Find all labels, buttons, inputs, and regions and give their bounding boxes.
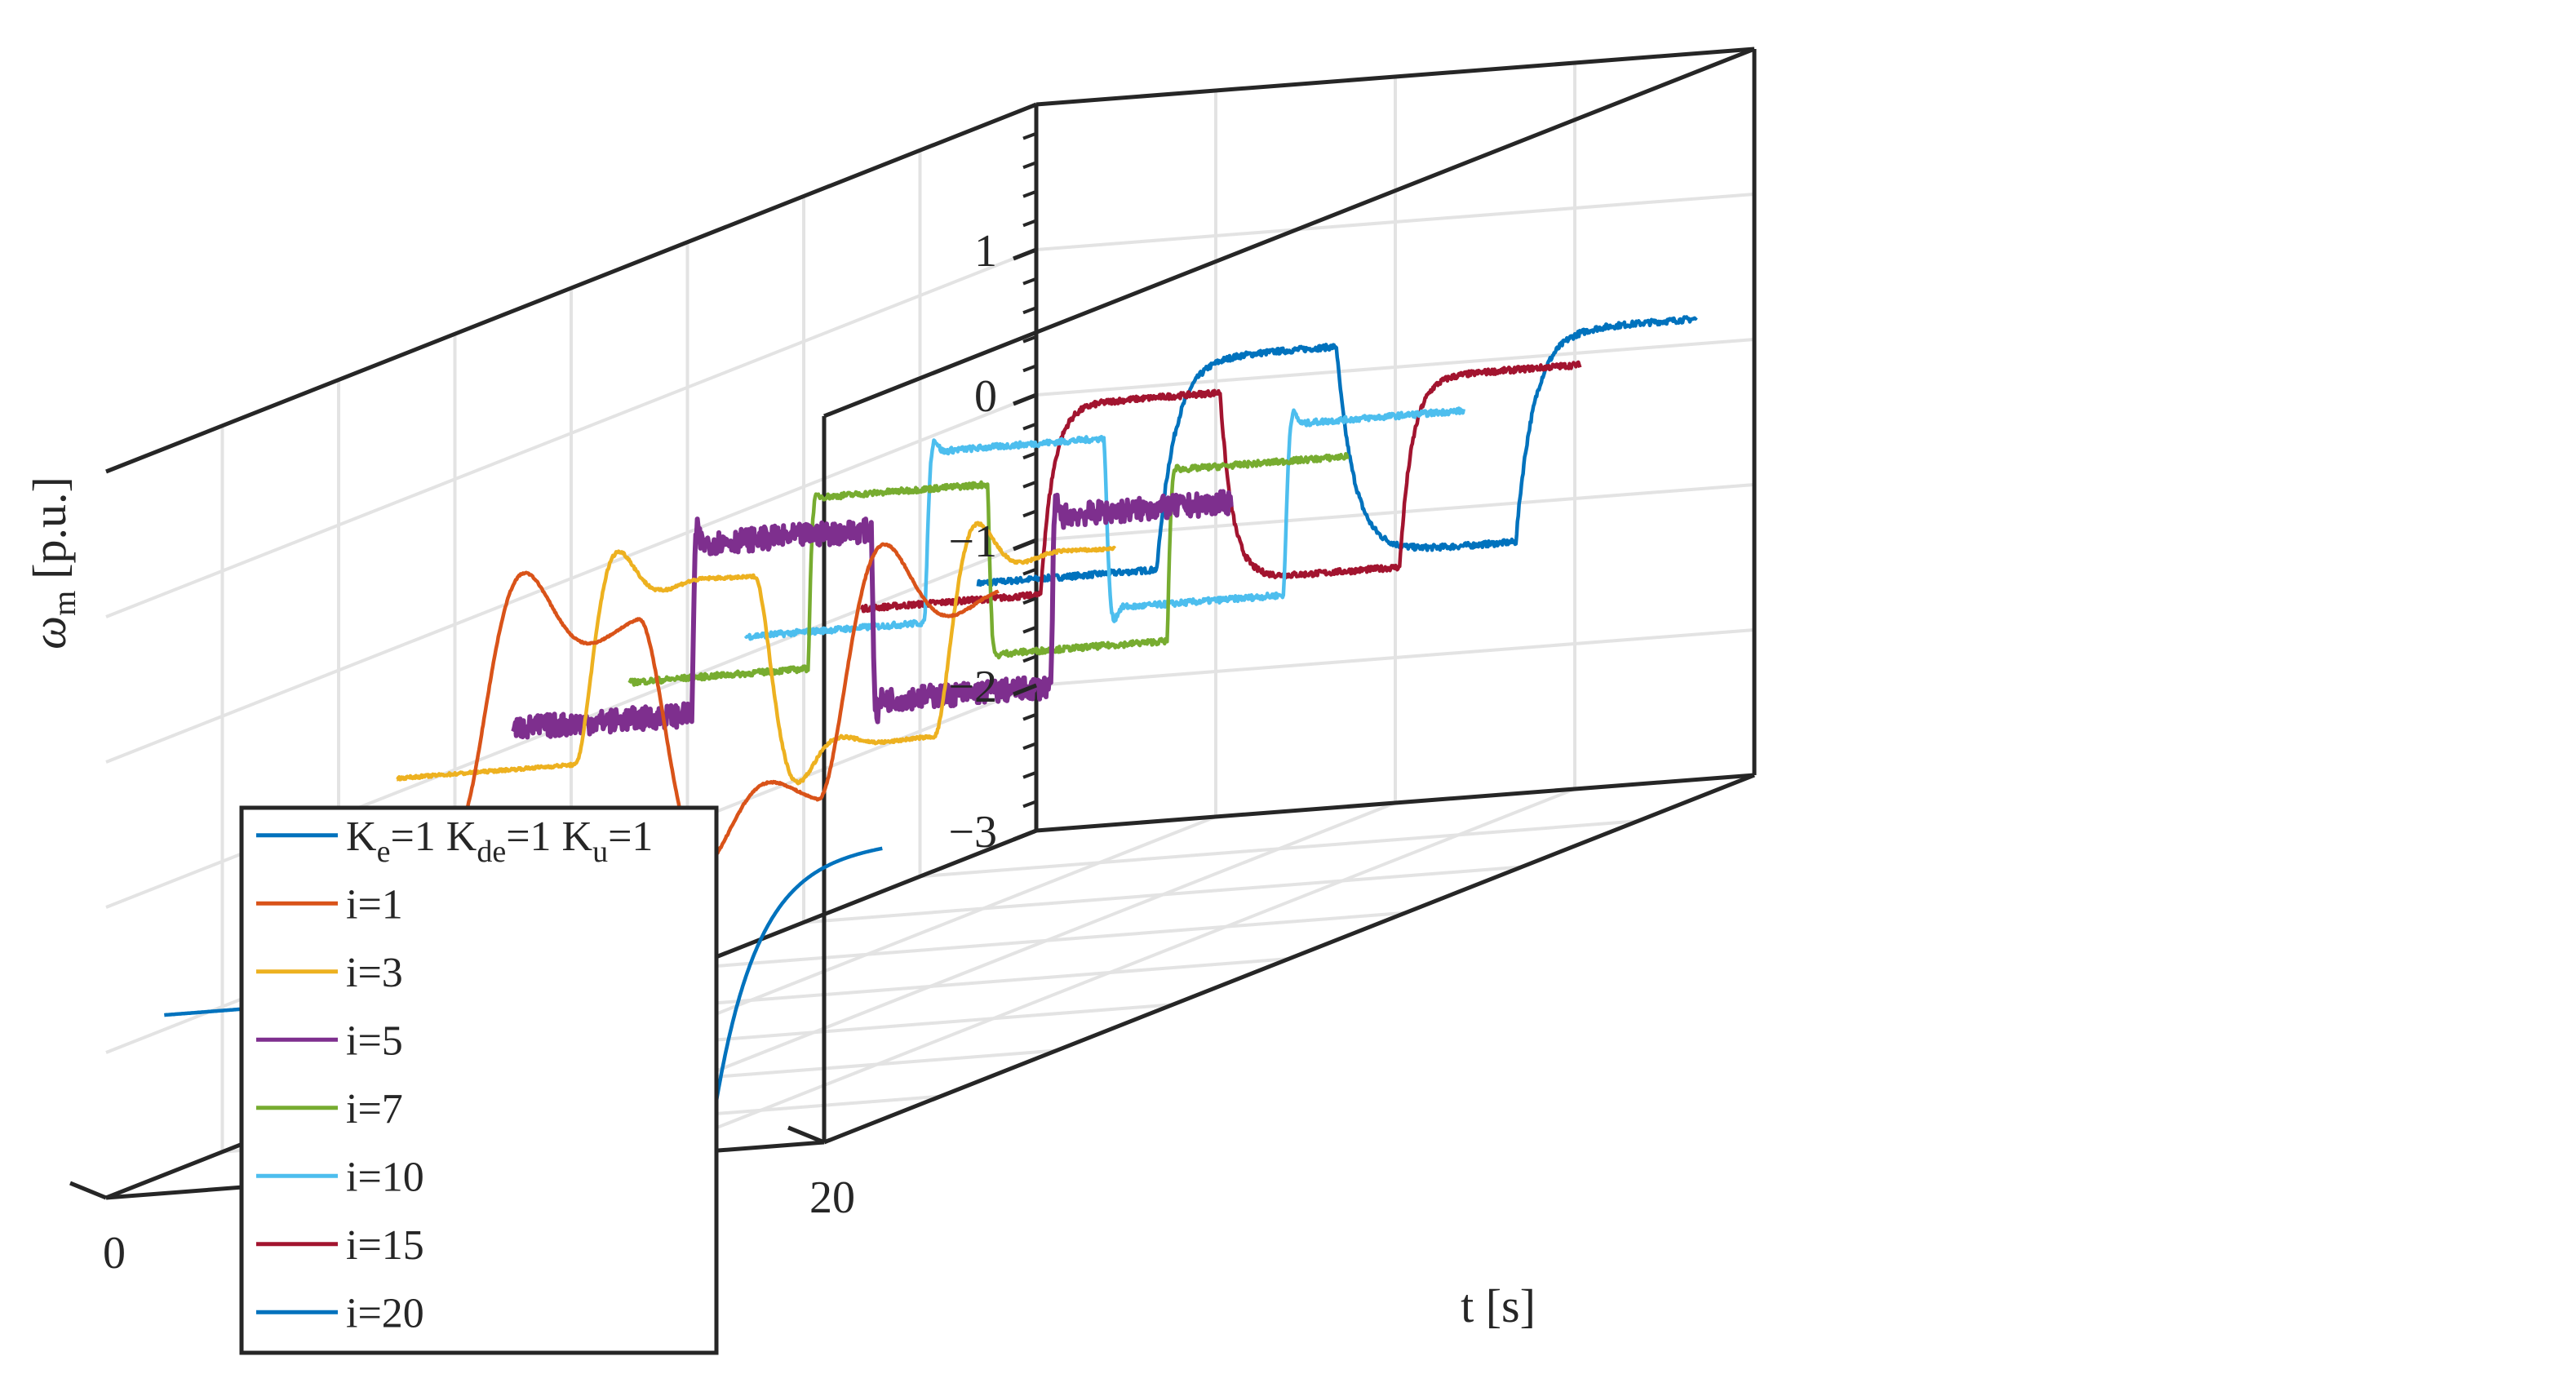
axes-edge: [105, 102, 1037, 474]
z-minor-tick: [1022, 829, 1037, 837]
x-tick-label: 0: [103, 1228, 126, 1279]
z-minor-tick: [1022, 770, 1037, 779]
z-minor-tick: [1022, 712, 1037, 721]
series-line-i-20: [976, 315, 1698, 587]
legend-label: i=10: [346, 1154, 424, 1200]
z-minor-tick: [1022, 422, 1037, 431]
axes-edge: [823, 773, 1755, 1145]
z-minor-tick: [1022, 364, 1037, 373]
z-minor-tick: [1022, 742, 1037, 751]
y-axis-label-unit: [p.u.]: [23, 476, 76, 579]
series-line-i-10: [743, 406, 1466, 641]
y-axis-label: ωm [p.u.]: [23, 476, 82, 649]
z-minor-tick: [1022, 596, 1037, 605]
z-minor-tick: [1022, 654, 1037, 663]
z-minor-tick: [1022, 480, 1037, 489]
z-minor-tick: [1022, 567, 1037, 576]
x-tick-mark: [69, 1181, 107, 1200]
gridline-depth-floor: [803, 865, 1523, 924]
z-minor-tick: [1022, 625, 1037, 634]
legend-label: Ke=1 Kde=1 Ku=1: [346, 813, 653, 869]
z-minor-tick: [1022, 684, 1037, 692]
gridline-depth-floor: [920, 819, 1638, 879]
legend-label: i=3: [346, 950, 403, 996]
legend: Ke=1 Kde=1 Ku=1 i=1 i=3 i=5 i=7 i=10 i=15 i=20: [239, 805, 719, 1355]
z-minor-tick: [1022, 131, 1037, 140]
axes-edge: [1035, 47, 1755, 107]
z-minor-tick: [1022, 277, 1037, 286]
z-minor-tick: [1022, 509, 1037, 518]
series-line-i-7: [627, 452, 1350, 687]
x-axis-label: t [s]: [1461, 1279, 1536, 1332]
z-tick-label: −1: [948, 516, 997, 567]
axis-labels: t [s] ωm [p.u.]: [23, 476, 1536, 1332]
gridline-depth-floor: [687, 911, 1406, 970]
axes-edge: [1035, 773, 1755, 833]
legend-label: i=7: [346, 1086, 403, 1132]
series-line-i-5: [511, 489, 1234, 740]
z-minor-tick: [1022, 335, 1037, 344]
z-minor-tick: [1022, 539, 1037, 547]
z-tick-label: 1: [974, 226, 997, 277]
y-axis-label-symbol: ω: [23, 616, 76, 649]
z-minor-tick: [1022, 248, 1037, 256]
x-tick-label: 20: [809, 1172, 855, 1223]
z-minor-tick: [1022, 393, 1037, 401]
z-minor-tick: [1022, 103, 1037, 111]
legend-label: i=5: [346, 1017, 403, 1064]
y-axis-label-subscript: m: [46, 591, 82, 616]
x-tick-mark: [787, 1125, 825, 1145]
z-tick-label: −2: [948, 662, 997, 712]
series-line-i-3: [395, 521, 1117, 786]
z-minor-tick: [1022, 219, 1037, 228]
legend-label: i=15: [346, 1222, 424, 1269]
z-tick-label: 0: [974, 371, 997, 422]
z-minor-tick: [1022, 451, 1037, 460]
z-minor-tick: [1022, 161, 1037, 170]
z-minor-tick: [1022, 189, 1037, 198]
z-tick-label: −3: [948, 807, 997, 858]
legend-box: [239, 805, 719, 1355]
z-minor-tick: [1022, 306, 1037, 315]
z-minor-tick: [1022, 800, 1037, 809]
axes-edge: [823, 47, 1755, 419]
legend-label: i=20: [346, 1290, 424, 1336]
legend-label: i=1: [346, 881, 403, 928]
